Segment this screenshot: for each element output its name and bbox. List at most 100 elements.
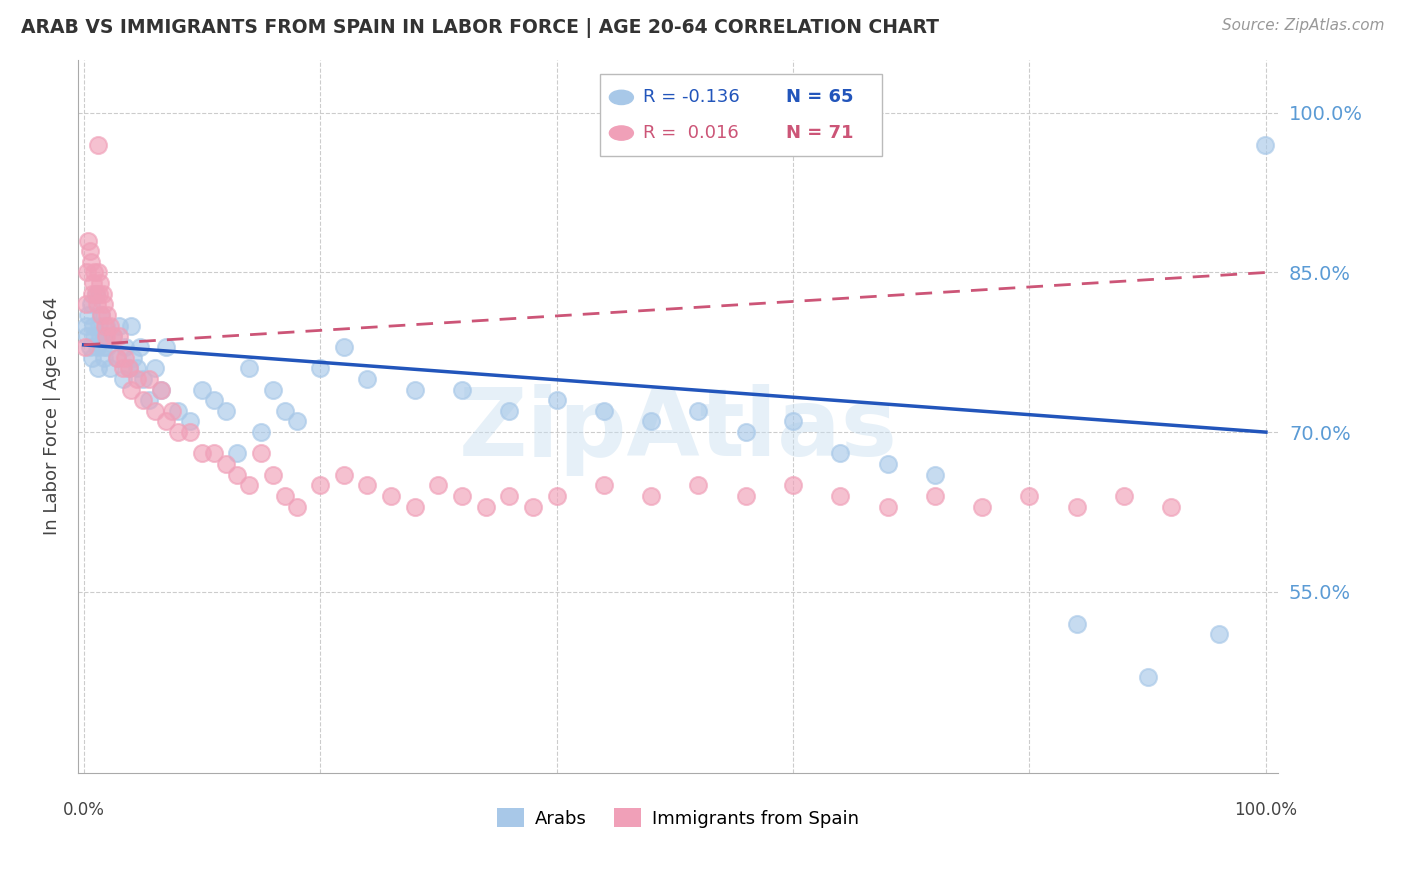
Point (191, 446, 214, 460)
Point (522, 500, 544, 514)
Point (138, 372, 160, 386)
Point (93, 297, 115, 311)
Point (111, 361, 134, 376)
Point (87, 137, 110, 152)
Point (155, 415, 177, 429)
Point (333, 467, 356, 482)
Point (132, 372, 155, 386)
Point (120, 318, 142, 333)
Point (1018, 489, 1040, 503)
Point (1066, 500, 1088, 514)
Text: 0.0%: 0.0% (63, 801, 104, 819)
Point (1160, 500, 1182, 514)
Point (80, 297, 103, 311)
Point (380, 489, 402, 503)
Point (214, 404, 236, 418)
Point (87, 286, 110, 301)
Point (96, 340, 118, 354)
Point (79, 244, 101, 259)
Point (105, 351, 128, 365)
Point (96, 329, 118, 343)
Point (138, 393, 160, 408)
Point (117, 361, 139, 376)
Point (238, 478, 260, 492)
Point (162, 404, 184, 418)
Point (451, 489, 474, 503)
Point (83, 265, 105, 279)
Point (876, 457, 898, 471)
Point (167, 404, 190, 418)
Point (1066, 616, 1088, 631)
Point (273, 404, 295, 418)
Point (87, 361, 110, 376)
Point (782, 478, 804, 492)
Circle shape (609, 90, 633, 104)
Point (120, 383, 142, 397)
Point (356, 372, 378, 386)
Point (94, 329, 117, 343)
Point (640, 415, 662, 429)
Text: ZipAtlas: ZipAtlas (458, 384, 897, 476)
Point (830, 446, 852, 460)
Point (226, 467, 249, 482)
Point (167, 425, 190, 439)
Point (285, 500, 308, 514)
Point (309, 361, 332, 376)
Point (498, 404, 520, 418)
Point (250, 425, 273, 439)
Point (90, 308, 112, 322)
Point (593, 404, 616, 418)
Point (94, 318, 117, 333)
Point (76, 329, 98, 343)
Point (105, 351, 128, 365)
Point (114, 351, 136, 365)
Point (76, 265, 98, 279)
Legend: Arabs, Immigrants from Spain: Arabs, Immigrants from Spain (489, 801, 866, 835)
Point (1254, 137, 1277, 152)
Point (262, 383, 284, 397)
Point (108, 329, 131, 343)
Point (474, 500, 496, 514)
Point (924, 489, 946, 503)
Point (250, 446, 273, 460)
Text: Source: ZipAtlas.com: Source: ZipAtlas.com (1222, 18, 1385, 33)
Y-axis label: In Labor Force | Age 20-64: In Labor Force | Age 20-64 (44, 297, 60, 535)
Point (143, 404, 166, 418)
Point (191, 383, 214, 397)
Point (84, 286, 107, 301)
Point (143, 361, 166, 376)
Point (75, 297, 97, 311)
Point (114, 340, 136, 354)
Point (80, 255, 103, 269)
Point (498, 489, 520, 503)
Point (782, 415, 804, 429)
Point (129, 340, 152, 354)
Point (149, 383, 172, 397)
Point (238, 361, 260, 376)
Point (179, 425, 201, 439)
Text: 100.0%: 100.0% (1234, 801, 1298, 819)
Point (86, 340, 108, 354)
Point (80, 286, 103, 301)
Text: N = 65: N = 65 (786, 88, 853, 106)
Point (309, 478, 332, 492)
Point (96, 308, 118, 322)
Point (82, 276, 104, 290)
Point (122, 351, 145, 365)
Point (91, 286, 114, 301)
Point (98, 361, 121, 376)
Point (1208, 627, 1230, 641)
Point (972, 500, 994, 514)
Point (273, 489, 295, 503)
Point (77, 234, 100, 248)
Point (90, 308, 112, 322)
Point (103, 329, 125, 343)
Point (79, 340, 101, 354)
Point (546, 393, 568, 408)
Point (640, 489, 662, 503)
Point (688, 478, 710, 492)
Point (87, 265, 110, 279)
Text: N = 71: N = 71 (786, 124, 853, 142)
Point (876, 500, 898, 514)
Point (75, 318, 97, 333)
